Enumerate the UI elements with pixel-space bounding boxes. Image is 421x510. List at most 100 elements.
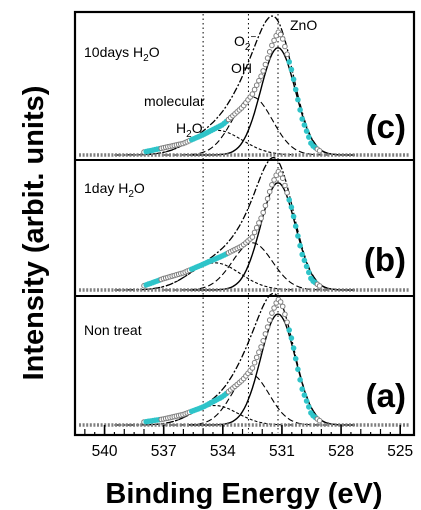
data-point [299,116,306,122]
data-point [297,107,303,113]
data-point [301,257,308,264]
data-point [288,66,295,73]
data-point [290,345,297,351]
h2o-annotation-base: H [176,120,186,136]
y-axis-label: Intensity (arbit. units) [18,86,50,381]
zno-annotation: ZnO [290,17,317,33]
o2-annotation: O2− [234,32,256,53]
data-point [260,338,267,344]
data-point [295,96,301,103]
data-point [264,324,271,330]
data-point [282,311,288,318]
x-tick-label: 540 [92,443,118,460]
molecular-annotation: molecular [144,93,205,109]
data-point [279,36,286,42]
panel-c: (c)10days H2O [79,15,410,157]
data-point [284,319,290,326]
data-point [303,128,310,134]
x-tick-label: 534 [210,443,236,460]
data-point [256,349,262,356]
x-tick-label: 537 [151,443,177,460]
fit-envelope-line [114,15,340,156]
sample-label-text: Non treat [84,322,142,338]
data-point [262,61,269,68]
sample-label: 1day H2O [84,180,145,200]
fit-component-line [189,182,355,291]
panels-layer: (c)10days H2O(b)1day H2O(a)Non treat [79,15,410,427]
data-point [299,251,306,258]
panel-label: (a) [366,377,406,414]
data-point [292,86,299,93]
data-point [290,76,297,83]
sample-label-subscript: 2 [128,189,134,200]
data-point [269,310,275,316]
data-point [279,303,286,310]
data-point [269,182,275,188]
data-point [256,220,262,226]
sample-label-tail: O [134,180,145,196]
sample-label-tail: O [149,44,160,60]
sample-label-subscript: 2 [143,53,149,64]
data-point [284,189,290,196]
data-point [271,177,277,183]
data-point [264,195,271,202]
data-point [286,197,293,203]
data-point [266,49,273,55]
guide-lines-layer [202,14,279,433]
data-point [284,51,290,58]
data-point [277,31,284,38]
y-axis-label-group: Intensity (arbit. units) [18,86,50,381]
data-point [303,398,310,404]
data-point [262,202,269,209]
fit-component-line [189,313,355,426]
data-point [258,344,264,350]
data-point [301,122,308,128]
data-point [316,283,323,289]
fit-envelope-line [114,292,340,426]
data-point [256,77,262,84]
data-point [282,182,288,189]
panel-b: (b) 1day H2O [79,156,410,292]
data-point [286,59,293,65]
data-point [297,242,303,249]
x-tick-label: 525 [387,443,413,460]
o2-annotation-superscript: − [250,32,256,43]
data-point [269,42,275,49]
data-point [292,223,299,229]
data-point [292,355,299,362]
plot-frame [73,10,416,437]
data-point [266,188,273,195]
data-point [251,229,258,236]
fit-envelope-line [114,156,340,291]
data-point [258,215,264,221]
data-point [249,234,256,240]
data-point [277,299,284,305]
data-point [295,366,301,373]
data-point [249,91,256,97]
data-point [264,55,271,61]
data-point [316,417,323,424]
h2o-annotation-tail: O [192,120,203,136]
data-point [249,365,256,371]
x-axis-ticks-layer: 540 537 534 531 528 525 [84,425,413,460]
data-point [295,233,301,239]
sample-label: Non treat [84,322,142,338]
data-point [260,68,267,74]
data-point [266,317,273,323]
data-point [271,37,277,44]
data-point [253,224,260,231]
x-tick-label: 528 [328,443,354,460]
data-point [271,305,277,311]
x-tick-label: 531 [269,443,295,460]
data-point [253,82,260,88]
data-point [303,263,310,270]
oh-annotation: OH [231,60,252,76]
data-point [258,73,264,79]
sample-label-text: 1day H [84,180,128,196]
data-point [279,175,286,181]
panel-label: (b) [364,241,406,278]
data-point [301,392,308,398]
data-point [299,386,306,392]
